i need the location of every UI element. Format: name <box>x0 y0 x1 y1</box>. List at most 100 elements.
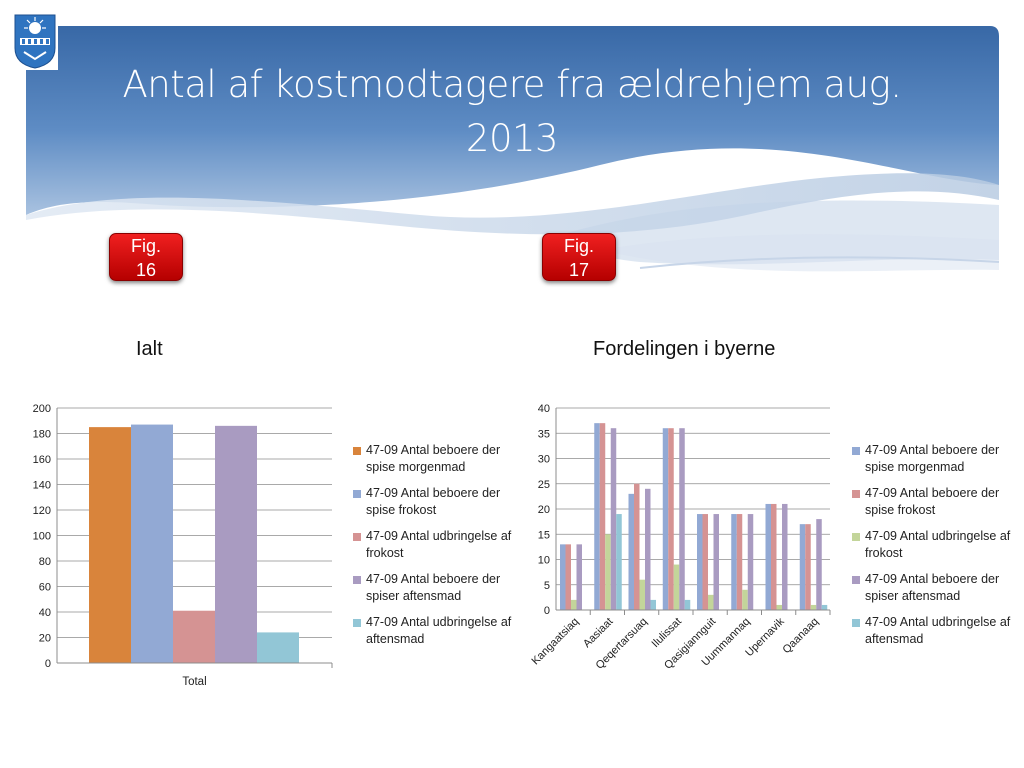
bar-1-4-1 <box>702 514 708 610</box>
fig-17-badge: Fig. 17 <box>542 233 616 281</box>
bar-1-2-4 <box>650 599 656 610</box>
bar-0-0-2 <box>173 610 215 663</box>
legend-swatch <box>353 490 361 498</box>
y-tick-label: 180 <box>33 429 51 441</box>
slide-title: Antal af kostmodtagere fra ældrehjem aug… <box>60 58 964 166</box>
legend-label: 47-09 Antal udbringelse af aftensmad <box>366 615 512 646</box>
bar-1-7-3 <box>816 519 822 610</box>
bar-1-2-0 <box>628 493 634 610</box>
legend-item: 47-09 Antal beboere der spise frokost <box>852 485 1024 519</box>
legend-label: 47-09 Antal beboere der spise morgenmad <box>865 443 1000 474</box>
fig-17-label: Fig. <box>563 236 594 256</box>
legend-item: 47-09 Antal beboere der spise morgenmad <box>353 442 526 476</box>
legend-swatch <box>852 576 860 584</box>
chart-total: 0 20 40 60 80 100 120 140 160 180 200 Total <box>33 403 333 688</box>
x-tick-label: Qaanaaq <box>781 616 821 656</box>
bar-1-6-1 <box>771 503 777 610</box>
y-tick-label: 80 <box>39 556 51 568</box>
bar-1-5-0 <box>731 514 737 610</box>
bar-1-5-3 <box>747 514 754 610</box>
y-tick-label: 0 <box>544 605 550 617</box>
y-tick-label: 35 <box>538 428 550 440</box>
bar-1-3-3 <box>679 428 685 610</box>
slide-title-line2: 2013 <box>465 117 559 160</box>
y-tick-label: 40 <box>538 403 550 415</box>
y-tick-label: 20 <box>538 504 550 516</box>
legend-swatch <box>852 490 860 498</box>
bar-1-7-2 <box>810 604 817 610</box>
x-tick-label: Total <box>182 676 206 688</box>
bar-0-0-4 <box>257 632 299 663</box>
x-tick-label: Kangaatsiaq <box>530 616 582 668</box>
fig-16-label: Fig. <box>130 236 161 256</box>
bar-1-0-0 <box>560 544 566 610</box>
chart-by-town-legend: 47-09 Antal beboere der spise morgenmad 4… <box>852 442 1024 657</box>
fig-17-number: 17 <box>568 260 590 280</box>
bar-1-4-2 <box>708 594 714 610</box>
legend-label: 47-09 Antal beboere der spiser aftensmad <box>865 572 1000 603</box>
bar-0-0-1 <box>131 424 173 663</box>
bar-1-2-1 <box>634 483 640 610</box>
legend-label: 47-09 Antal udbringelse af frokost <box>366 529 512 560</box>
bar-1-1-2 <box>605 534 611 610</box>
y-tick-label: 0 <box>45 658 51 670</box>
header-banner <box>26 26 1000 272</box>
y-tick-label: 20 <box>39 633 51 645</box>
bar-1-4-0 <box>697 514 703 610</box>
chart-right-subtitle: Fordelingen i byerne <box>593 338 776 360</box>
bar-1-0-1 <box>565 544 571 610</box>
bar-1-3-4 <box>684 599 691 610</box>
legend-label: 47-09 Antal udbringelse af frokost <box>865 529 1011 560</box>
x-tick-label: Ilulissat <box>650 616 684 650</box>
bar-1-7-1 <box>805 524 811 610</box>
y-tick-label: 30 <box>538 454 550 466</box>
bar-1-0-3 <box>576 544 582 610</box>
bar-0-0-3 <box>215 425 257 663</box>
y-tick-label: 120 <box>33 505 51 517</box>
bar-1-6-0 <box>765 503 771 610</box>
chart-left-subtitle: Ialt <box>136 338 163 360</box>
bar-1-6-2 <box>776 604 782 610</box>
bar-1-5-2 <box>742 589 748 610</box>
y-tick-label: 200 <box>33 403 51 415</box>
legend-swatch <box>852 447 860 455</box>
y-tick-label: 5 <box>544 580 550 592</box>
legend-swatch <box>353 447 361 455</box>
x-tick-label: Aasiaat <box>581 616 615 650</box>
bar-1-3-2 <box>673 564 680 610</box>
legend-swatch <box>353 533 361 541</box>
bar-1-1-3 <box>610 428 617 610</box>
bar-1-7-4 <box>821 604 828 610</box>
legend-label: 47-09 Antal udbringelse af aftensmad <box>865 615 1011 646</box>
legend-item: 47-09 Antal udbringelse af frokost <box>353 528 526 562</box>
chart-total-legend: 47-09 Antal beboere der spise morgenmad 4… <box>353 442 526 657</box>
bar-1-3-1 <box>668 428 674 610</box>
legend-label: 47-09 Antal beboere der spise frokost <box>865 486 1000 517</box>
legend-item: 47-09 Antal udbringelse af frokost <box>852 528 1024 562</box>
legend-item: 47-09 Antal beboere der spise morgenmad <box>852 442 1024 476</box>
legend-item: 47-09 Antal udbringelse af aftensmad <box>852 614 1024 648</box>
y-tick-label: 40 <box>39 607 51 619</box>
slide-title-line1: Antal af kostmodtagere fra ældrehjem aug… <box>122 63 902 106</box>
legend-swatch <box>852 533 860 541</box>
legend-item: 47-09 Antal beboere der spiser aftensmad <box>353 571 526 605</box>
legend-item: 47-09 Antal beboere der spise frokost <box>353 485 526 519</box>
y-tick-label: 100 <box>33 531 51 543</box>
bar-1-1-1 <box>599 423 606 610</box>
bar-1-1-0 <box>594 423 600 610</box>
legend-swatch <box>852 619 860 627</box>
y-tick-label: 140 <box>33 480 51 492</box>
municipality-logo <box>12 12 58 70</box>
bar-1-2-3 <box>645 488 651 610</box>
y-tick-label: 15 <box>538 529 550 541</box>
legend-item: 47-09 Antal beboere der spiser aftensmad <box>852 571 1024 605</box>
bar-1-1-4 <box>616 514 622 610</box>
bar-1-6-3 <box>782 503 788 610</box>
y-tick-label: 25 <box>538 479 550 491</box>
bar-1-2-2 <box>639 579 645 610</box>
bar-1-3-0 <box>662 428 669 610</box>
y-tick-label: 60 <box>39 582 51 594</box>
legend-swatch <box>353 576 361 584</box>
y-tick-label: 160 <box>33 454 51 466</box>
